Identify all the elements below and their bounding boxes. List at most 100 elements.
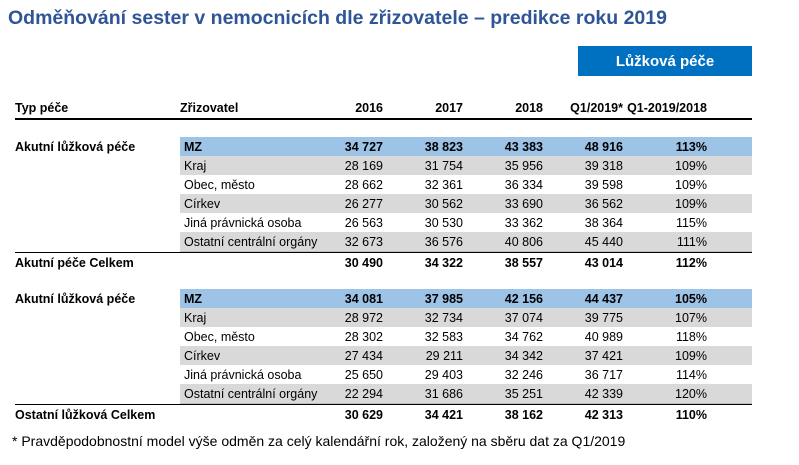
cell-org: Obec, město <box>184 177 255 192</box>
cell-q1: 36 717 <box>584 367 623 382</box>
cell-pct: 109% <box>675 348 707 363</box>
cell-q1: 48 916 <box>584 139 623 154</box>
cell-y2017: 30 530 <box>424 215 463 230</box>
cell-pct: 109% <box>675 177 707 192</box>
cell-org: Obec, město <box>184 329 255 344</box>
section-badge: Lůžková péče <box>578 46 752 76</box>
total-row: Ostatní lůžková Celkem 30 629 34 421 38 162… <box>15 404 752 424</box>
cell-org: Církev <box>184 348 221 363</box>
cell-y2018: 33 362 <box>504 215 543 230</box>
cell-org: MZ <box>184 291 203 306</box>
header-pct: Q1-2019/2018 <box>627 101 707 115</box>
cell-y2018: 33 690 <box>504 196 543 211</box>
cell-y2016: 28 169 <box>344 158 383 173</box>
cell-y2018: 34 342 <box>504 348 543 363</box>
table-row: Církev 27 434 29 211 34 342 37 421 109% <box>180 346 752 366</box>
cell-pct: 105% <box>675 291 707 306</box>
header-2016: 2016 <box>355 101 383 115</box>
footnote: * Pravděpodobnostní model výše odměn za … <box>12 433 626 449</box>
cell-pct: 118% <box>675 329 707 344</box>
total-row: Akutní péče Celkem 30 490 34 322 38 557 43 0… <box>15 252 752 272</box>
cell-org: Ostatní centrální orgány <box>184 386 318 401</box>
table-row: Ostatní centrální orgány 32 673 36 576 40 8… <box>180 232 752 252</box>
table-row: Kraj 28 972 32 734 37 074 39 775 107% <box>180 308 752 328</box>
cell-y2018: 35 956 <box>504 158 543 173</box>
table-row: Kraj 28 169 31 754 35 956 39 318 109% <box>180 156 752 176</box>
cell-pct: 111% <box>676 234 707 249</box>
cell-q1: 40 989 <box>584 329 623 344</box>
table-header: Typ péče Zřizovatel 2016 2017 2018 Q1/20… <box>15 98 752 120</box>
cell-q1: 45 440 <box>584 234 623 249</box>
cell-y2016: 34 727 <box>344 139 383 154</box>
cell-q1: 36 562 <box>584 196 623 211</box>
table-row: MZ 34 727 38 823 43 383 48 916 113% <box>180 137 752 157</box>
cell-y2017: 32 361 <box>424 177 463 192</box>
page-title: Odměňování sester v nemocnicích dle zřiz… <box>8 7 667 29</box>
cell-pct: 120% <box>675 386 707 401</box>
cell-y2018: 43 383 <box>504 139 543 154</box>
cell-q1: 37 421 <box>584 348 623 363</box>
header-2017: 2017 <box>435 101 463 115</box>
table-row: MZ 34 081 37 985 42 156 44 437 105% <box>180 289 752 309</box>
total-y2017: 34 421 <box>424 407 463 422</box>
group-label: Akutní lůžková péče <box>15 139 136 154</box>
cell-y2016: 22 294 <box>344 386 383 401</box>
cell-y2018: 36 334 <box>504 177 543 192</box>
total-y2017: 34 322 <box>424 255 463 270</box>
cell-y2017: 32 583 <box>424 329 463 344</box>
table-row: Jiná právnická osoba 25 650 29 403 32 246 36… <box>180 365 752 385</box>
cell-y2016: 27 434 <box>344 348 383 363</box>
header-org: Zřizovatel <box>180 101 239 115</box>
cell-y2018: 32 246 <box>504 367 543 382</box>
table-row: Ostatní centrální orgány 22 294 31 686 35 2… <box>180 384 752 404</box>
table-row: Jiná právnická osoba 26 563 30 530 33 362 38… <box>180 213 752 233</box>
cell-q1: 38 364 <box>584 215 623 230</box>
cell-pct: 107% <box>675 310 707 325</box>
cell-y2017: 32 734 <box>424 310 463 325</box>
cell-org: Církev <box>184 196 221 211</box>
cell-y2018: 40 806 <box>504 234 543 249</box>
cell-org: Kraj <box>184 158 207 173</box>
cell-y2017: 36 576 <box>424 234 463 249</box>
cell-y2016: 32 673 <box>344 234 383 249</box>
cell-y2017: 30 562 <box>424 196 463 211</box>
cell-y2017: 29 403 <box>424 367 463 382</box>
group-label: Akutní lůžková péče <box>15 291 136 306</box>
cell-q1: 44 437 <box>584 291 623 306</box>
total-y2016: 30 490 <box>344 255 383 270</box>
cell-q1: 39 318 <box>584 158 623 173</box>
cell-q1: 39 598 <box>584 177 623 192</box>
cell-y2017: 31 754 <box>424 158 463 173</box>
cell-pct: 115% <box>675 215 707 230</box>
cell-y2018: 35 251 <box>504 386 543 401</box>
cell-y2018: 42 156 <box>504 291 543 306</box>
cell-y2018: 34 762 <box>504 329 543 344</box>
cell-pct: 113% <box>675 139 707 154</box>
cell-pct: 109% <box>675 196 707 211</box>
cell-org: Jiná právnická osoba <box>184 215 302 230</box>
cell-y2016: 26 563 <box>344 215 383 230</box>
cell-y2016: 25 650 <box>344 367 383 382</box>
cell-y2016: 28 972 <box>344 310 383 325</box>
cell-y2016: 26 277 <box>344 196 383 211</box>
cell-pct: 109% <box>675 158 707 173</box>
cell-y2017: 37 985 <box>424 291 463 306</box>
table-row: Církev 26 277 30 562 33 690 36 562 109% <box>180 194 752 214</box>
cell-org: Jiná právnická osoba <box>184 367 302 382</box>
total-label: Akutní péče Celkem <box>15 255 134 270</box>
total-q1: 42 313 <box>584 407 623 422</box>
cell-y2018: 37 074 <box>504 310 543 325</box>
cell-y2017: 31 686 <box>424 386 463 401</box>
cell-y2016: 34 081 <box>344 291 383 306</box>
cell-org: MZ <box>184 139 203 154</box>
cell-q1: 42 339 <box>584 386 623 401</box>
total-y2018: 38 557 <box>504 255 543 270</box>
table-row: Obec, město 28 302 32 583 34 762 40 989 118% <box>180 327 752 347</box>
total-pct: 112% <box>675 255 707 270</box>
cell-y2017: 29 211 <box>425 348 463 363</box>
total-y2018: 38 162 <box>504 407 543 422</box>
cell-org: Kraj <box>184 310 207 325</box>
header-type: Typ péče <box>15 101 69 115</box>
table-row: Obec, město 28 662 32 361 36 334 39 598 109% <box>180 175 752 195</box>
cell-pct: 114% <box>675 367 707 382</box>
